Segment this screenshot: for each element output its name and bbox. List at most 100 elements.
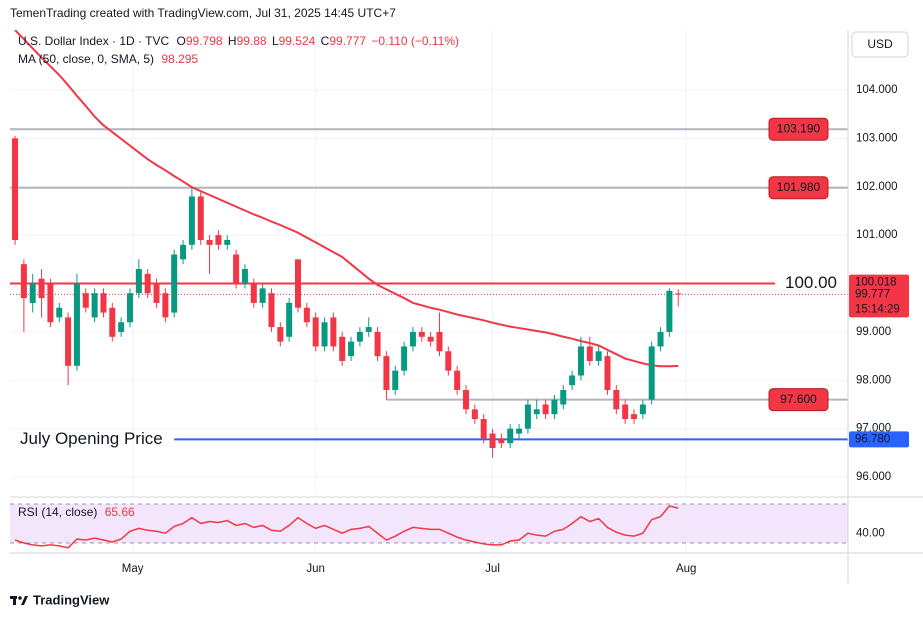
- level-tag: [768, 176, 829, 200]
- y-tick-label: 99.000: [856, 326, 891, 338]
- candle-body: [197, 196, 204, 240]
- candle-body: [215, 235, 222, 245]
- price-tag-countdown: 15:14:29: [855, 303, 900, 315]
- rsi-name: RSI (14, close): [18, 505, 97, 519]
- x-tick-label: May: [122, 563, 144, 575]
- candle-body: [666, 290, 673, 332]
- candle-body: [330, 317, 337, 347]
- candle-body: [489, 433, 496, 449]
- h-label: H: [228, 34, 237, 48]
- y-tick-label: 102.000: [856, 181, 898, 193]
- candle-body: [224, 240, 231, 245]
- candle-body: [542, 404, 549, 415]
- l-label: L: [272, 34, 279, 48]
- candle-body: [109, 307, 116, 337]
- y-tick-label: 98.000: [856, 374, 891, 386]
- candle-body: [445, 351, 452, 371]
- candle-body: [339, 336, 346, 361]
- candle-body: [250, 283, 257, 303]
- candle-body: [206, 240, 213, 245]
- level-label: 103.190: [777, 121, 821, 135]
- candle-body: [657, 331, 664, 347]
- ma-legend: MA (50, close, 0, SMA, 5) 98.295: [18, 52, 198, 66]
- candle-body: [551, 399, 558, 415]
- y-tick-label: 104.000: [856, 84, 898, 96]
- candle-body: [560, 390, 567, 405]
- currency[interactable]: USD: [867, 37, 893, 51]
- c-label: C: [321, 34, 330, 48]
- candle-body: [480, 419, 487, 439]
- candle-body: [82, 293, 89, 308]
- candle-body: [38, 278, 45, 299]
- h-value: 99.88: [237, 34, 267, 48]
- header: TemenTrading created with TradingView.co…: [10, 6, 396, 20]
- ma-line: [14, 30, 679, 368]
- candle-body: [631, 414, 638, 420]
- candle-body: [118, 322, 125, 332]
- ma-name: MA (50, close, 0, SMA, 5): [18, 52, 154, 66]
- candle-body: [427, 336, 434, 342]
- candle-body: [507, 428, 514, 444]
- c-value: 99.777: [329, 34, 366, 48]
- l-value: 99.524: [279, 34, 316, 48]
- candle-body: [144, 273, 151, 294]
- candle-body: [471, 409, 478, 420]
- candle-body: [29, 283, 36, 303]
- candle-body: [233, 254, 240, 284]
- logo: [10, 596, 28, 605]
- ma-value: 98.295: [161, 52, 198, 66]
- candle-body: [180, 244, 187, 260]
- candle-body: [91, 293, 98, 318]
- footer: TradingView: [33, 592, 110, 607]
- candle-body: [516, 428, 523, 434]
- rsi-line: [14, 505, 679, 549]
- legend: U.S. Dollar Index · 1D · TVC O99.798 H99…: [18, 34, 459, 48]
- rsi-value: 65.66: [105, 505, 135, 519]
- candle-body: [153, 283, 160, 303]
- axis-tag: [849, 431, 909, 448]
- candle-body: [348, 341, 355, 357]
- candle-body: [268, 293, 275, 328]
- price-tag: [849, 286, 909, 318]
- axis-tag-label: 96.780: [855, 433, 890, 445]
- rsi-tick-label: 40.00: [856, 527, 885, 539]
- candle-body: [356, 331, 363, 342]
- y-tick-label: 96.000: [856, 471, 891, 483]
- candle-body: [321, 322, 328, 347]
- candle-body: [47, 283, 54, 323]
- x-tick-label: Jul: [485, 563, 500, 575]
- candle-body: [20, 264, 27, 299]
- candle-body: [401, 346, 408, 371]
- candle-body: [162, 293, 169, 318]
- candle-body: [586, 346, 593, 361]
- candle-body: [569, 375, 576, 386]
- candle-body: [365, 327, 372, 332]
- y-tick-label: 103.000: [856, 132, 898, 144]
- candle-body: [259, 288, 266, 303]
- candle-body: [241, 269, 248, 284]
- candle-body: [463, 390, 470, 410]
- o-value: 99.798: [186, 34, 223, 48]
- axis-tag-label: 100.018: [855, 277, 897, 289]
- o-label: O: [177, 34, 186, 48]
- candle-body: [312, 317, 319, 347]
- candle-body: [12, 138, 19, 240]
- change: −0.110 (−0.11%): [371, 34, 459, 48]
- candle-body: [73, 283, 80, 366]
- candle-body: [604, 356, 611, 390]
- level-tag: [768, 388, 829, 412]
- axis: 96.00097.00098.00099.000101.000102.00010…: [122, 84, 909, 575]
- series-title: U.S. Dollar Index · 1D · TVC: [18, 34, 169, 48]
- price-pane: 103.190 101.980 100.00 97.600 July Opening P…: [10, 30, 848, 495]
- candle-body: [100, 293, 107, 313]
- candle-body: [383, 356, 390, 390]
- x-tick-label: Jun: [306, 563, 325, 575]
- level-label: July Opening Price: [20, 429, 163, 448]
- candle-body: [436, 331, 443, 352]
- currency-button[interactable]: [851, 31, 909, 58]
- rsi-pane: [10, 500, 848, 553]
- y-tick-label: 101.000: [856, 229, 898, 241]
- candle-body: [622, 404, 629, 420]
- candle-body: [294, 259, 301, 308]
